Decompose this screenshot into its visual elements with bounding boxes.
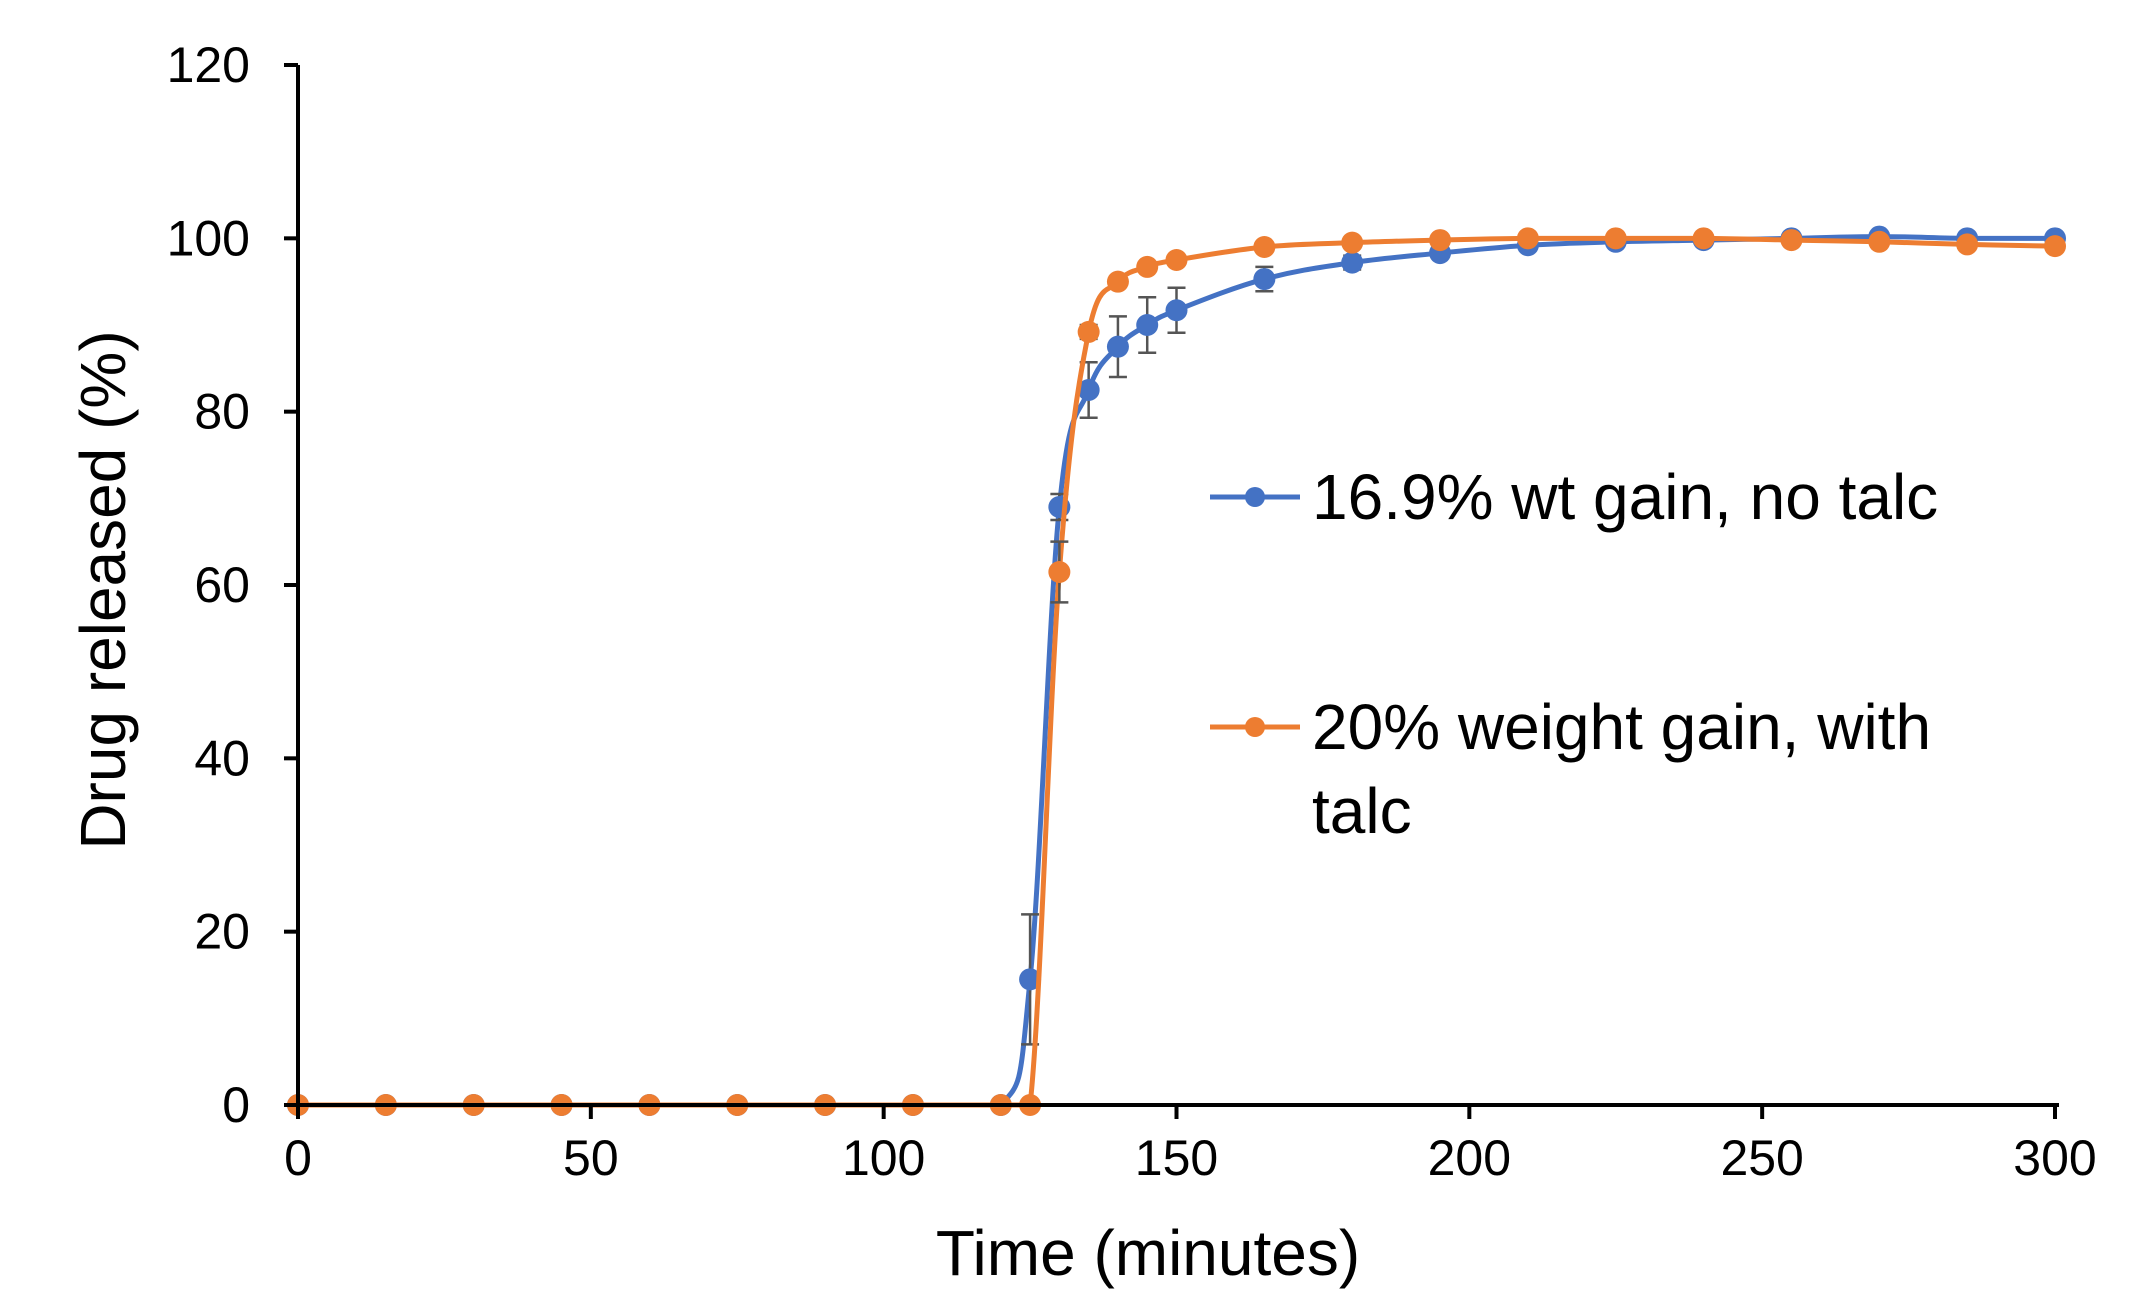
x-tick-label: 250 bbox=[1720, 1130, 1803, 1186]
x-tick-label: 100 bbox=[842, 1130, 925, 1186]
data-point bbox=[1253, 236, 1276, 258]
series-line-1 bbox=[297, 234, 2055, 1108]
data-point bbox=[1019, 968, 1042, 991]
legend-marker-series-1 bbox=[1245, 487, 1265, 507]
data-point bbox=[2044, 235, 2066, 258]
data-point bbox=[1604, 227, 1627, 250]
legend-label-line: 20% weight gain, with bbox=[1312, 691, 1931, 763]
legend: 16.9% wt gain, no talc 20% weight gain, … bbox=[1210, 461, 1938, 847]
data-point bbox=[1253, 268, 1276, 291]
data-point bbox=[1516, 227, 1539, 250]
legend-label-series-1: 16.9% wt gain, no talc bbox=[1312, 461, 1938, 533]
y-tick-label: 120 bbox=[167, 37, 250, 93]
legend-marker-series-2 bbox=[1245, 717, 1265, 737]
series-line-2 bbox=[297, 235, 2056, 1108]
x-axis-title: Time (minutes) bbox=[936, 1217, 1360, 1289]
data-point bbox=[1106, 335, 1129, 358]
legend-label-series-2: 20% weight gain, with talc bbox=[1312, 691, 1931, 847]
axes: 0 20 40 60 80 100 120 0 50 100 150 200 250 300 bbox=[167, 37, 2097, 1186]
data-point bbox=[1165, 299, 1188, 322]
data-point bbox=[1136, 314, 1159, 336]
y-tick-label: 60 bbox=[194, 557, 250, 613]
data-point bbox=[1077, 379, 1100, 401]
x-tick-label: 150 bbox=[1135, 1130, 1218, 1186]
data-point bbox=[1106, 270, 1129, 293]
y-tick-label: 100 bbox=[167, 210, 250, 266]
data-point bbox=[1048, 561, 1071, 583]
data-point bbox=[1868, 230, 1891, 253]
data-point bbox=[1429, 229, 1452, 252]
data-point bbox=[1692, 227, 1715, 250]
x-tick-label: 0 bbox=[284, 1130, 312, 1186]
y-tick-label: 40 bbox=[194, 730, 250, 786]
y-tick-label: 80 bbox=[194, 384, 250, 440]
y-tick-label: 20 bbox=[194, 904, 250, 960]
x-tick-label: 200 bbox=[1428, 1130, 1511, 1186]
x-tick-label: 50 bbox=[563, 1130, 619, 1186]
data-point bbox=[1956, 233, 1979, 256]
plot-area bbox=[287, 225, 2066, 1116]
x-tick-label: 300 bbox=[2013, 1130, 2096, 1186]
data-point bbox=[1165, 249, 1188, 271]
legend-item-series-1: 16.9% wt gain, no talc bbox=[1210, 461, 1938, 533]
legend-label-line: talc bbox=[1312, 775, 1412, 847]
y-axis-title: Drug released (%) bbox=[67, 330, 139, 849]
data-point bbox=[1780, 229, 1803, 252]
series-2 bbox=[287, 227, 2066, 1116]
data-point bbox=[1341, 231, 1364, 254]
data-point bbox=[1077, 320, 1100, 343]
series-1 bbox=[287, 225, 2066, 1116]
data-point bbox=[1341, 251, 1364, 274]
data-point bbox=[1136, 255, 1159, 278]
legend-item-series-2: 20% weight gain, with talc bbox=[1210, 691, 1931, 847]
y-tick-label: 0 bbox=[222, 1077, 250, 1133]
